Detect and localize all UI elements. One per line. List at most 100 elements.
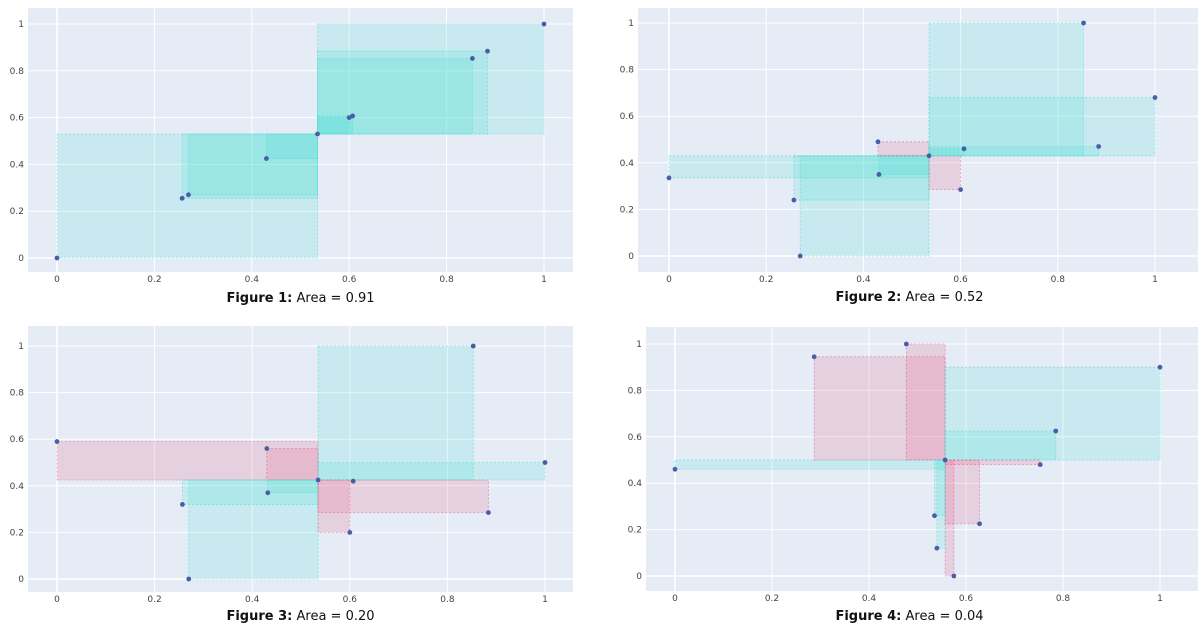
gridlines [646, 327, 1198, 591]
tick-labels: 0 0.2 0.4 0.6 0.8 1 0 0.2 0.4 0.6 0.8 1 [10, 342, 548, 605]
rectangles [668, 22, 1156, 257]
plot-background [646, 327, 1198, 591]
data-point [350, 113, 356, 119]
teal-rectangle [944, 366, 1161, 461]
teal-rectangle [799, 155, 930, 257]
x-tick-label: 0.8 [1051, 275, 1066, 285]
teal-rectangle [317, 23, 545, 135]
data-point [961, 146, 967, 152]
x-tick-label: 0.6 [959, 594, 974, 604]
figure-caption-label: Figure 3: [226, 609, 293, 624]
data-point [942, 457, 948, 463]
data-point [264, 446, 270, 451]
pink-rectangle [944, 459, 955, 577]
y-tick-label: 0.4 [620, 159, 635, 169]
data-point [932, 513, 937, 519]
teal-rectangle [182, 479, 319, 505]
data-point [180, 502, 185, 507]
teal-rectangle [267, 479, 319, 494]
y-tick-label: 0.8 [10, 67, 25, 77]
data-points [672, 341, 1163, 579]
teal-rectangle [668, 155, 930, 179]
x-tick-label: 0.2 [759, 275, 773, 285]
x-tick-label: 0.6 [953, 275, 968, 285]
rectangles [56, 345, 546, 580]
figure-caption-2: Figure 2: Area = 0.52 [622, 290, 1197, 305]
teal-rectangle [674, 459, 946, 470]
tick-labels: 0 0.2 0.4 0.6 0.8 1 0 0.2 0.4 0.6 0.8 1 [628, 340, 1163, 604]
data-point [54, 255, 60, 261]
teal-rectangle [181, 133, 318, 199]
chart-3: 0 0.2 0.4 0.6 0.8 1 0 0.2 0.4 0.6 0.8 1 [10, 326, 573, 605]
tick-labels: 0 0.2 0.4 0.6 0.8 1 0 0.2 0.4 0.6 0.8 1 [620, 19, 1158, 285]
teal-rectangle [266, 133, 318, 159]
pink-rectangle [877, 141, 930, 157]
data-point [485, 48, 490, 54]
y-tick-label: 0.2 [10, 528, 24, 538]
y-tick-label: 0.2 [10, 207, 24, 217]
y-tick-label: 1 [18, 20, 24, 30]
figure-caption-label: Figure 4: [835, 609, 902, 624]
data-point [951, 573, 957, 579]
figure-caption-4: Figure 4: Area = 0.04 [622, 609, 1197, 624]
data-points [54, 343, 548, 582]
data-point [958, 187, 963, 192]
y-tick-label: 1 [628, 19, 634, 29]
figure-panel-3: 0 0.2 0.4 0.6 0.8 1 0 0.2 0.4 0.6 0.8 1 Figure 3: A… [0, 318, 600, 635]
figure-panel-2: 0 0.2 0.4 0.6 0.8 1 0 0.2 0.4 0.6 0.8 1 Figure 2: A… [600, 0, 1200, 318]
figure-caption-label: Figure 2: [835, 290, 902, 305]
y-tick-label: 1 [636, 340, 642, 350]
figure-panel-1: 0 0.2 0.4 0.6 0.8 1 0 0.2 0.4 0.6 0.8 1 Figure 1: A… [0, 0, 600, 318]
plot-background [28, 326, 573, 592]
x-tick-label: 0.6 [342, 275, 357, 285]
data-point [926, 153, 932, 159]
data-point [265, 490, 271, 496]
data-point [1081, 20, 1086, 26]
y-tick-label: 0.2 [628, 526, 642, 536]
x-tick-label: 0 [54, 275, 60, 285]
data-point [797, 253, 803, 259]
data-point [791, 197, 797, 203]
x-tick-label: 0.4 [862, 594, 877, 604]
teal-rectangle [936, 459, 946, 549]
x-tick-label: 0.8 [439, 275, 454, 285]
pink-rectangle [905, 343, 946, 461]
figure-caption-1: Figure 1: Area = 0.91 [28, 291, 573, 306]
x-tick-label: 0.8 [440, 595, 455, 605]
data-point [186, 576, 192, 582]
data-point [1053, 428, 1059, 434]
y-tick-label: 0.2 [620, 205, 634, 215]
data-point [315, 131, 320, 137]
figure-panel-4: 0 0.2 0.4 0.6 0.8 1 0 0.2 0.4 0.6 0.8 1 Figure 4: A… [600, 318, 1200, 635]
plot-background [28, 8, 573, 272]
y-tick-label: 0.8 [628, 386, 643, 396]
pink-rectangle [56, 441, 319, 481]
rectangles [674, 343, 1161, 577]
y-tick-label: 0.6 [620, 112, 635, 122]
chart-1: 0 0.2 0.4 0.6 0.8 1 0 0.2 0.4 0.6 0.8 1 [10, 8, 573, 285]
pink-rectangle [928, 155, 962, 190]
pink-rectangle [266, 448, 319, 481]
x-tick-label: 0.4 [245, 275, 260, 285]
data-point [350, 478, 356, 484]
chart-2: 0 0.2 0.4 0.6 0.8 1 0 0.2 0.4 0.6 0.8 1 [620, 8, 1198, 285]
pink-rectangle [813, 356, 946, 461]
teal-rectangle [793, 155, 930, 201]
data-point [934, 545, 940, 551]
y-tick-label: 0.6 [10, 435, 25, 445]
data-points [54, 21, 547, 261]
y-tick-label: 0.6 [628, 433, 643, 443]
gridlines [28, 8, 573, 272]
data-point [1157, 364, 1163, 370]
y-tick-label: 0 [628, 252, 634, 262]
data-point [315, 477, 321, 483]
x-tick-label: 0.8 [1056, 594, 1071, 604]
figure-caption-text: Area = 0.52 [905, 290, 984, 305]
x-tick-label: 0 [54, 595, 60, 605]
x-tick-label: 0 [672, 594, 678, 604]
y-tick-label: 0.8 [10, 389, 25, 399]
data-point [1037, 462, 1043, 468]
data-point [875, 139, 881, 145]
figure-caption-text: Area = 0.04 [905, 609, 984, 624]
y-tick-label: 1 [18, 342, 24, 352]
